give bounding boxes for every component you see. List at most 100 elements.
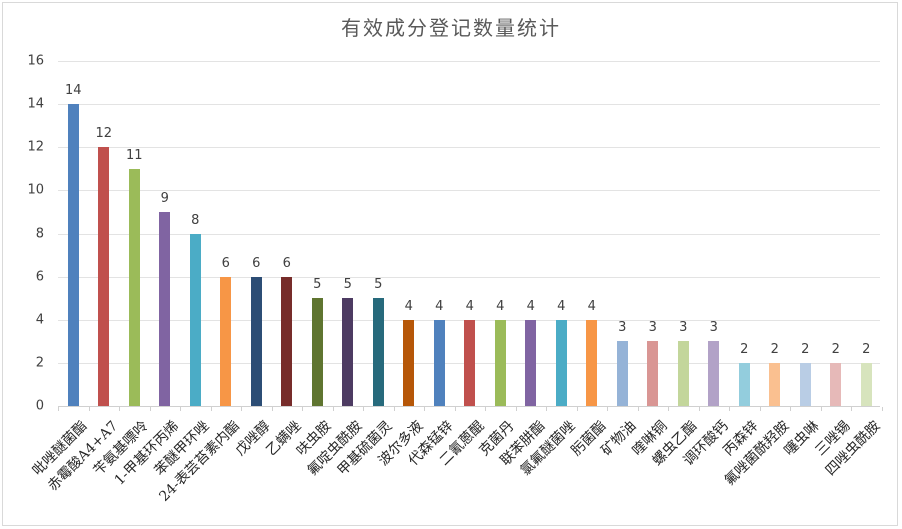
x-tick-mark	[424, 407, 425, 411]
data-label: 3	[679, 320, 688, 336]
bar[interactable]	[433, 319, 445, 406]
gridline	[58, 233, 880, 235]
x-tick-mark	[485, 407, 486, 411]
data-label: 14	[64, 83, 82, 99]
data-label: 4	[496, 298, 505, 314]
x-tick-mark	[698, 407, 700, 411]
x-tick-mark	[851, 407, 852, 411]
gridline	[58, 61, 880, 62]
x-tick-mark	[363, 407, 364, 411]
bar[interactable]	[128, 168, 140, 406]
data-label: 2	[831, 341, 840, 357]
data-label: 11	[125, 147, 143, 163]
data-label: 2	[862, 341, 871, 357]
x-tick-mark	[637, 407, 639, 411]
data-label: 6	[252, 255, 261, 271]
data-label: 4	[435, 298, 444, 314]
data-label: 5	[343, 277, 352, 293]
bar[interactable]	[159, 211, 171, 406]
bar[interactable]	[464, 319, 476, 406]
gridline	[58, 104, 880, 106]
y-tick-label: 8	[35, 226, 44, 241]
bar[interactable]	[189, 233, 201, 406]
y-tick-label: 6	[35, 269, 44, 285]
data-label: 3	[648, 320, 657, 336]
bar[interactable]	[311, 298, 323, 406]
bar[interactable]	[677, 341, 689, 406]
x-tick-mark	[576, 407, 578, 411]
bar[interactable]	[494, 319, 506, 406]
bar[interactable]	[525, 319, 537, 406]
x-tick-mark	[88, 407, 90, 411]
gridline	[58, 190, 880, 192]
bar[interactable]	[738, 362, 750, 406]
data-label: 12	[95, 126, 113, 142]
data-label: 4	[526, 298, 535, 314]
data-label: 3	[618, 320, 627, 336]
y-tick-label: 12	[27, 139, 44, 155]
x-tick-mark	[729, 407, 730, 411]
x-tick-mark	[668, 407, 669, 411]
bar[interactable]	[647, 341, 659, 406]
bar[interactable]	[708, 341, 720, 406]
x-tick-mark	[515, 407, 517, 411]
x-tick-mark	[58, 407, 59, 411]
bar[interactable]	[799, 362, 811, 406]
y-tick-label: 2	[35, 355, 44, 371]
x-tick-mark	[210, 407, 212, 411]
data-label: 3	[709, 320, 718, 336]
bar[interactable]	[98, 147, 110, 406]
bar[interactable]	[555, 319, 567, 406]
data-label: 4	[587, 298, 596, 314]
x-tick-mark	[180, 407, 181, 411]
bar[interactable]	[860, 362, 872, 406]
bar[interactable]	[281, 276, 293, 406]
bar[interactable]	[830, 362, 842, 406]
y-tick-label: 4	[35, 312, 44, 328]
x-axis-line	[58, 406, 880, 407]
bar[interactable]	[372, 298, 384, 406]
data-label: 5	[374, 277, 383, 293]
y-tick-label: 16	[27, 53, 44, 69]
data-label: 4	[557, 298, 566, 314]
x-tick-mark	[820, 407, 822, 411]
x-tick-mark	[302, 407, 303, 411]
bar[interactable]	[769, 362, 781, 406]
bar[interactable]	[586, 319, 598, 406]
x-tick-mark	[149, 407, 151, 411]
data-label: 8	[191, 212, 200, 228]
data-label: 9	[160, 190, 169, 206]
bar[interactable]	[250, 276, 262, 406]
x-tick-mark	[881, 407, 883, 411]
x-tick-mark	[332, 407, 334, 411]
data-label: 2	[770, 341, 779, 357]
y-tick-label: 14	[27, 96, 44, 112]
y-tick-label: 0	[35, 398, 44, 414]
data-label: 5	[313, 277, 322, 293]
x-tick-mark	[546, 407, 547, 411]
data-label: 2	[740, 341, 749, 357]
x-tick-mark	[241, 407, 242, 411]
bar[interactable]	[403, 319, 415, 406]
x-tick-mark	[119, 407, 120, 411]
bar[interactable]	[616, 341, 628, 406]
data-label: 6	[221, 255, 230, 271]
chart-title: 有效成分登记数量统计	[341, 16, 561, 40]
bar[interactable]	[67, 104, 79, 406]
data-label: 2	[801, 341, 810, 357]
bar[interactable]	[342, 298, 354, 406]
x-tick-mark	[759, 407, 761, 411]
x-tick-mark	[607, 407, 608, 411]
x-tick-mark	[454, 407, 456, 411]
x-tick-mark	[393, 407, 395, 411]
data-label: 4	[404, 298, 413, 314]
gridline	[58, 147, 880, 149]
y-tick-label: 10	[27, 182, 44, 198]
x-tick-mark	[271, 407, 273, 411]
gridline	[58, 276, 880, 278]
data-label: 6	[282, 255, 291, 271]
x-tick-mark	[790, 407, 791, 411]
data-label: 4	[465, 298, 474, 314]
bar[interactable]	[220, 276, 232, 406]
